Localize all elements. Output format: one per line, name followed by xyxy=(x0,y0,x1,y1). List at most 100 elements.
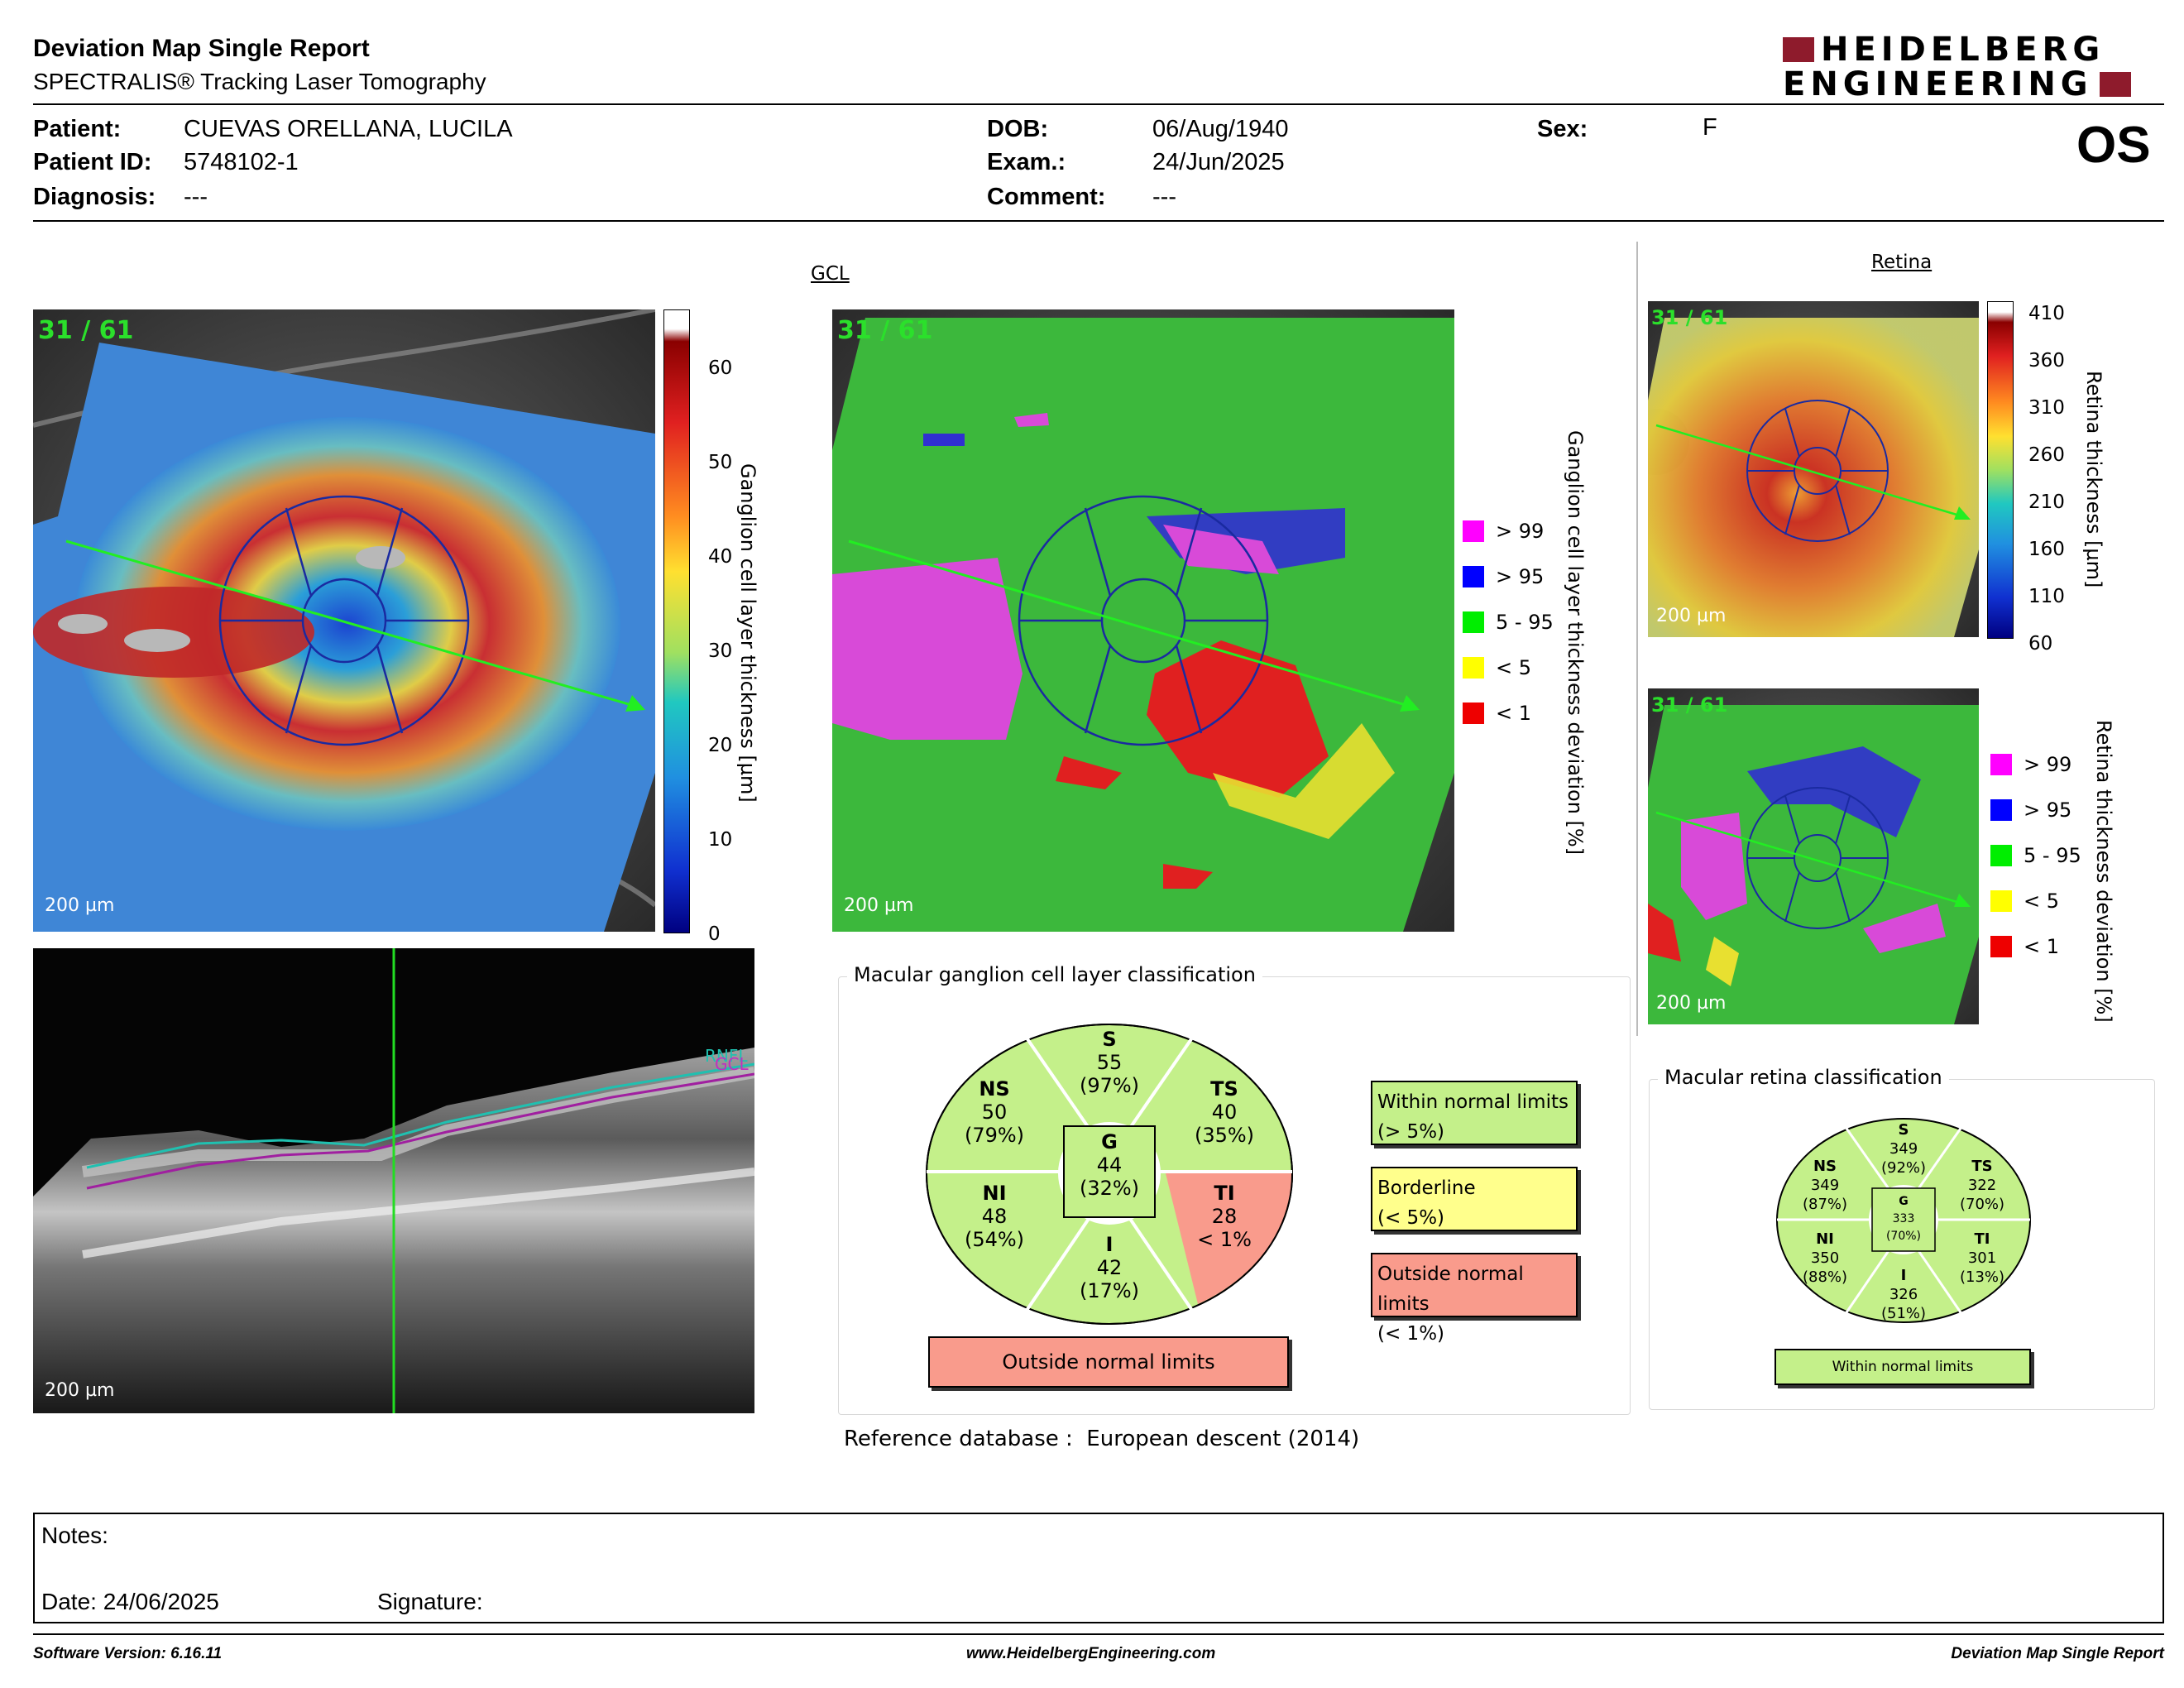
retina-thickness-tick: 310 xyxy=(2028,397,2065,419)
frame-counter: 31 / 61 xyxy=(38,316,134,345)
scale-bar: 200 µm xyxy=(1656,993,1727,1014)
retina-result-box: Within normal limits xyxy=(1774,1349,2031,1385)
rnfl-layer-label: RNFL xyxy=(705,1046,748,1066)
gcl-deviation-legend-item: < 5 xyxy=(1463,656,1531,679)
retina-thickness-tick: 60 xyxy=(2028,633,2053,655)
gcl-thickness-tick: 50 xyxy=(708,452,733,473)
retina-deviation-legend-item: > 99 xyxy=(1990,753,2071,776)
gcl-deviation-legend-swatch xyxy=(1463,657,1484,679)
retina-thickness-tick: 160 xyxy=(2028,539,2065,560)
frame-counter: 31 / 61 xyxy=(837,316,933,345)
gcl-result-box: Outside normal limits xyxy=(928,1336,1289,1388)
gcl-deviation-legend-item: > 99 xyxy=(1463,520,1544,543)
gcl-layer-label: GCL xyxy=(715,1054,749,1074)
sex-value: F xyxy=(1703,114,1717,141)
website-link[interactable]: www.HeidelbergEngineering.com xyxy=(966,1645,1216,1662)
oct-bscan-image: RNFL GCL 200 µm xyxy=(33,948,754,1413)
gcl-deviation-map: 31 / 61 200 µm xyxy=(832,309,1454,932)
gcl-deviation-legend-item: < 1 xyxy=(1463,702,1531,725)
comment-value: --- xyxy=(1152,184,1176,210)
retina-thickness-tick: 410 xyxy=(2028,303,2065,324)
gcl-deviation-axis-label: Ganglion cell layer thickness deviation … xyxy=(1564,430,1587,856)
scale-bar: 200 µm xyxy=(844,895,914,916)
retina-thickness-tick: 210 xyxy=(2028,492,2065,513)
retina-deviation-legend-item: < 5 xyxy=(1990,890,2059,913)
retina-classification-title: Macular retina classification xyxy=(1658,1066,1949,1089)
footer-divider xyxy=(33,1633,2164,1635)
gcl-deviation-legend-swatch xyxy=(1463,520,1484,542)
gcl-thickness-tick: 20 xyxy=(708,735,733,756)
patient-label: Patient: xyxy=(33,116,122,142)
retina-deviation-axis-label: Retina thickness deviation [%] xyxy=(2092,720,2115,1023)
retina-thickness-axis-label: Retina thickness [µm] xyxy=(2082,371,2105,588)
eye-indicator: OS xyxy=(2076,117,2151,174)
report-title: Deviation Map Single Report xyxy=(33,35,370,62)
gcl-deviation-legend-item: > 95 xyxy=(1463,565,1544,588)
patient-name: CUEVAS ORELLANA, LUCILA xyxy=(184,116,513,142)
retina-sector-chart: S 349 (92%) NS 349 (87%) TS 322 (70%) G 333 (70%… xyxy=(1775,1117,2032,1324)
retina-thickness-tick: 360 xyxy=(2028,350,2065,372)
comment-label: Comment: xyxy=(987,184,1106,210)
gcl-deviation-legend-label: < 5 xyxy=(1496,656,1532,679)
exam-label: Exam.: xyxy=(987,149,1066,175)
gcl-thickness-axis-label: Ganglion cell layer thickness [µm] xyxy=(736,463,759,803)
retina-thickness-tick: 110 xyxy=(2028,586,2065,607)
gcl-deviation-legend-label: > 95 xyxy=(1496,565,1545,588)
retina-deviation-legend-label: < 1 xyxy=(2024,935,2060,958)
gcl-sector-chart: S 55 (97%) NS 50 (79%) TS 40 (35%) G 44 (32%) NI… xyxy=(925,1023,1294,1326)
gcl-thickness-colorbar xyxy=(663,309,690,933)
retina-thickness-colorbar xyxy=(1987,301,2014,639)
retina-deviation-legend-item: > 95 xyxy=(1990,798,2071,822)
notes-box: Notes: Date: 24/06/2025 Signature: xyxy=(33,1513,2164,1623)
gcl-deviation-legend-swatch xyxy=(1463,703,1484,724)
section-divider xyxy=(1636,242,1638,1036)
scale-bar: 200 µm xyxy=(45,1380,115,1401)
retina-deviation-legend-swatch xyxy=(1990,890,2012,912)
retina-thickness-map: 31 / 61 200 µm xyxy=(1648,301,1979,637)
frame-counter: 31 / 61 xyxy=(1651,306,1728,329)
key-within-normal: Within normal limits (> 5%) xyxy=(1371,1081,1578,1145)
patient-id-label: Patient ID: xyxy=(33,149,152,175)
retina-deviation-legend-swatch xyxy=(1990,799,2012,821)
gcl-thickness-tick: 0 xyxy=(708,923,721,945)
scale-bar: 200 µm xyxy=(1656,606,1727,626)
report-subtitle: SPECTRALIS® Tracking Laser Tomography xyxy=(33,69,486,94)
gcl-deviation-legend-label: > 99 xyxy=(1496,520,1545,543)
heidelberg-logo: HEIDELBERG ENGINEERING xyxy=(1783,33,2131,101)
retina-deviation-legend-swatch xyxy=(1990,936,2012,957)
signature-label: Signature: xyxy=(377,1589,483,1614)
dob-label: DOB: xyxy=(987,116,1049,142)
retina-thickness-tick: 260 xyxy=(2028,444,2065,466)
diagnosis-label: Diagnosis: xyxy=(33,184,156,210)
gcl-classification-title: Macular ganglion cell layer classificati… xyxy=(847,963,1262,986)
gcl-section-title: GCL xyxy=(811,263,850,285)
retina-section-title: Retina xyxy=(1871,252,1933,273)
gcl-thickness-tick: 10 xyxy=(708,829,733,851)
notes-date: Date: 24/06/2025 xyxy=(41,1589,219,1614)
patient-divider xyxy=(33,220,2164,222)
gcl-deviation-legend-item: 5 - 95 xyxy=(1463,611,1554,634)
software-version: Software Version: 6.16.11 xyxy=(33,1645,223,1662)
gcl-deviation-legend-swatch xyxy=(1463,566,1484,587)
footer-report-name: Deviation Map Single Report xyxy=(1951,1645,2164,1662)
retina-deviation-legend-item: 5 - 95 xyxy=(1990,844,2081,867)
gcl-thickness-tick: 60 xyxy=(708,357,733,379)
reference-database: Reference database : European descent (2… xyxy=(844,1427,1360,1451)
dob-value: 06/Aug/1940 xyxy=(1152,116,1289,142)
header-divider xyxy=(33,103,2164,105)
scale-bar: 200 µm xyxy=(45,895,115,916)
diagnosis-value: --- xyxy=(184,184,208,210)
retina-deviation-legend-label: < 5 xyxy=(2024,890,2060,913)
retina-deviation-legend-label: > 99 xyxy=(2024,753,2072,776)
key-outside-normal: Outside normal limits (< 1%) xyxy=(1371,1253,1578,1345)
retina-deviation-legend-label: > 95 xyxy=(2024,798,2072,822)
gcl-deviation-legend-swatch xyxy=(1463,611,1484,633)
exam-value: 24/Jun/2025 xyxy=(1152,149,1285,175)
key-borderline: Borderline (< 5%) xyxy=(1371,1167,1578,1231)
sex-label: Sex: xyxy=(1537,116,1588,142)
retina-deviation-map: 31 / 61 200 µm xyxy=(1648,688,1979,1024)
gcl-thickness-tick: 30 xyxy=(708,640,733,662)
retina-deviation-legend-item: < 1 xyxy=(1990,935,2059,958)
gcl-deviation-legend-label: 5 - 95 xyxy=(1496,611,1554,634)
retina-deviation-legend-swatch xyxy=(1990,754,2012,775)
